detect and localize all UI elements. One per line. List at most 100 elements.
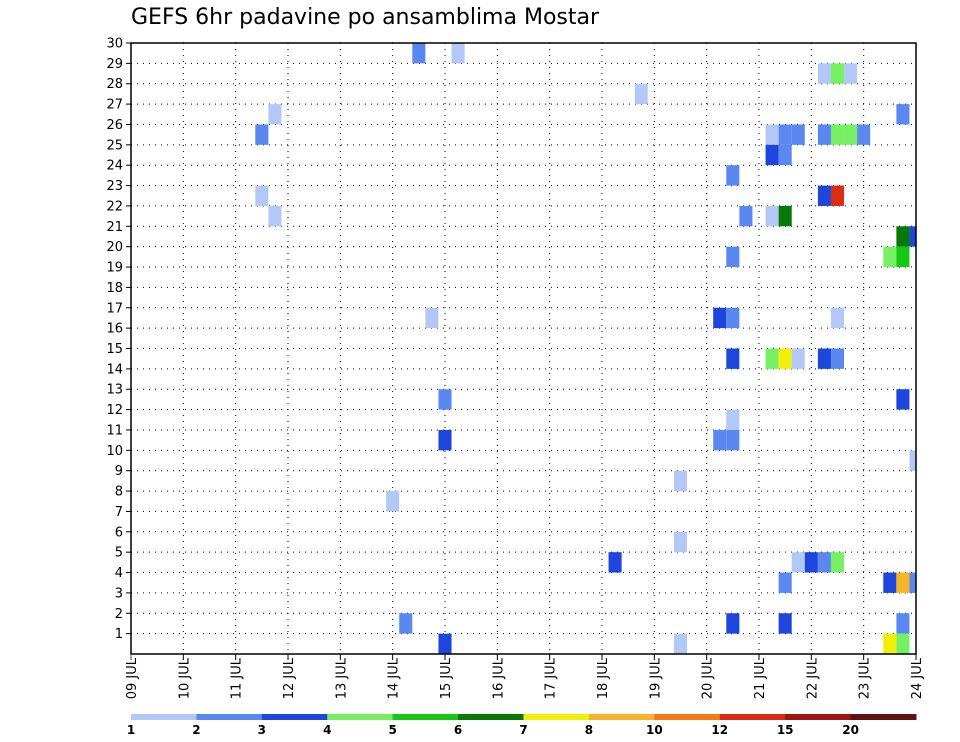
legend-label: 8	[585, 723, 593, 737]
y-tick-label: 28	[106, 77, 123, 92]
x-tick-label: 20 JUL	[701, 657, 716, 699]
heatmap-cell	[830, 63, 845, 84]
x-tick-label: 16 JUL	[491, 657, 506, 699]
heatmap-cell	[726, 307, 740, 329]
heatmap-cell	[791, 348, 805, 369]
y-tick-label: 24	[106, 159, 123, 174]
y-tick-label: 27	[106, 98, 123, 113]
heatmap-cell	[255, 185, 269, 206]
x-tick-label: 24 JUL	[910, 657, 925, 699]
heatmap-cell	[883, 246, 897, 268]
heatmap-cell	[386, 491, 400, 512]
legend-color-swatch	[327, 714, 394, 720]
y-tick-label: 23	[106, 179, 123, 194]
y-tick-label: 30	[106, 37, 123, 52]
heatmap-cell	[817, 124, 831, 145]
heatmap-cell	[830, 185, 845, 206]
heatmap-cell	[765, 124, 779, 145]
y-tick-label: 18	[106, 281, 123, 296]
heatmap-cell	[726, 613, 740, 634]
heatmap-cell	[634, 83, 648, 105]
heatmap-cell	[765, 205, 779, 227]
legend-color-swatch	[523, 714, 590, 720]
x-tick-label: 19 JUL	[648, 657, 663, 699]
heatmap-cell	[255, 124, 269, 145]
heatmap-cell	[778, 613, 792, 634]
y-tick-label: 6	[115, 525, 123, 540]
legend-label: 4	[323, 723, 331, 737]
chart-title: GEFS 6hr padavine po ansamblima Mostar	[131, 5, 600, 30]
heatmap-cell	[830, 552, 845, 573]
y-tick-label: 3	[115, 586, 123, 601]
heatmap-cell	[726, 165, 740, 186]
y-tick-label: 5	[115, 546, 123, 561]
legend-label: 12	[711, 723, 728, 737]
y-tick-label: 21	[106, 220, 123, 235]
x-tick-label: 09 JUL	[125, 657, 140, 699]
heatmap-cell	[896, 226, 910, 247]
x-tick-label: 23 JUL	[858, 657, 873, 699]
heatmap-cell	[673, 470, 688, 492]
heatmap-cell	[438, 429, 452, 451]
y-tick-label: 16	[106, 322, 123, 337]
legend-color-swatch	[850, 714, 917, 720]
x-tick-label: 21 JUL	[753, 657, 768, 699]
legend-color-swatch	[654, 714, 721, 720]
heatmap-cell	[438, 633, 452, 654]
y-tick-label: 12	[106, 403, 123, 418]
heatmap-cell	[883, 633, 897, 654]
y-tick-label: 7	[115, 505, 123, 520]
heatmap-cell	[830, 307, 845, 329]
y-tick-label: 4	[115, 566, 123, 581]
legend-color-swatch	[719, 714, 786, 720]
heatmap-cell	[817, 185, 831, 206]
legend-color-swatch	[196, 714, 263, 720]
heatmap-cell	[778, 144, 792, 166]
heatmap-cell	[844, 124, 858, 145]
heatmap-cell	[896, 389, 910, 410]
y-tick-label: 26	[106, 118, 123, 133]
legend-label: 10	[646, 723, 663, 737]
heatmap-cell	[268, 205, 282, 227]
x-tick-label: 22 JUL	[805, 657, 820, 699]
legend-label: 5	[388, 723, 396, 737]
y-tick-label: 13	[106, 383, 123, 398]
y-tick-label: 2	[115, 607, 123, 622]
heatmap-cell	[451, 43, 465, 64]
y-tick-label: 17	[106, 301, 123, 316]
heatmap-cell	[791, 124, 805, 145]
heatmap-cell	[608, 552, 622, 573]
heatmap-cell	[438, 389, 452, 410]
legend-color-swatch	[785, 714, 852, 720]
y-tick-label: 11	[106, 423, 123, 438]
heatmap-cell	[726, 429, 740, 451]
heatmap-cell	[896, 633, 910, 654]
legend-label: 7	[519, 723, 527, 737]
y-tick-label: 25	[106, 138, 123, 153]
x-tick-label: 11 JUL	[230, 657, 245, 699]
heatmap-cell	[726, 409, 740, 430]
heatmap-cell	[765, 348, 779, 369]
heatmap-cell	[726, 348, 740, 369]
y-tick-label: 22	[106, 199, 123, 214]
legend-color-swatch	[458, 714, 524, 720]
x-tick-label: 12 JUL	[282, 657, 297, 699]
heatmap-cell	[673, 531, 688, 553]
heatmap-cell	[268, 104, 282, 125]
legend-label: 2	[192, 723, 200, 737]
x-tick-label: 17 JUL	[544, 657, 559, 699]
heatmap-cell	[739, 205, 753, 227]
heatmap-cell	[830, 124, 845, 145]
y-tick-label: 9	[115, 464, 123, 479]
y-tick-label: 8	[115, 485, 123, 500]
heatmap-cell	[896, 246, 910, 268]
heatmap-cell	[883, 572, 897, 593]
x-tick-label: 10 JUL	[177, 657, 192, 699]
heatmap-cell	[791, 552, 805, 573]
heatmap-cell	[909, 450, 916, 471]
heatmap-cell	[909, 226, 916, 247]
heatmap-cell	[909, 572, 916, 593]
x-tick-label: 15 JUL	[439, 657, 454, 699]
y-tick-label: 1	[115, 627, 123, 642]
